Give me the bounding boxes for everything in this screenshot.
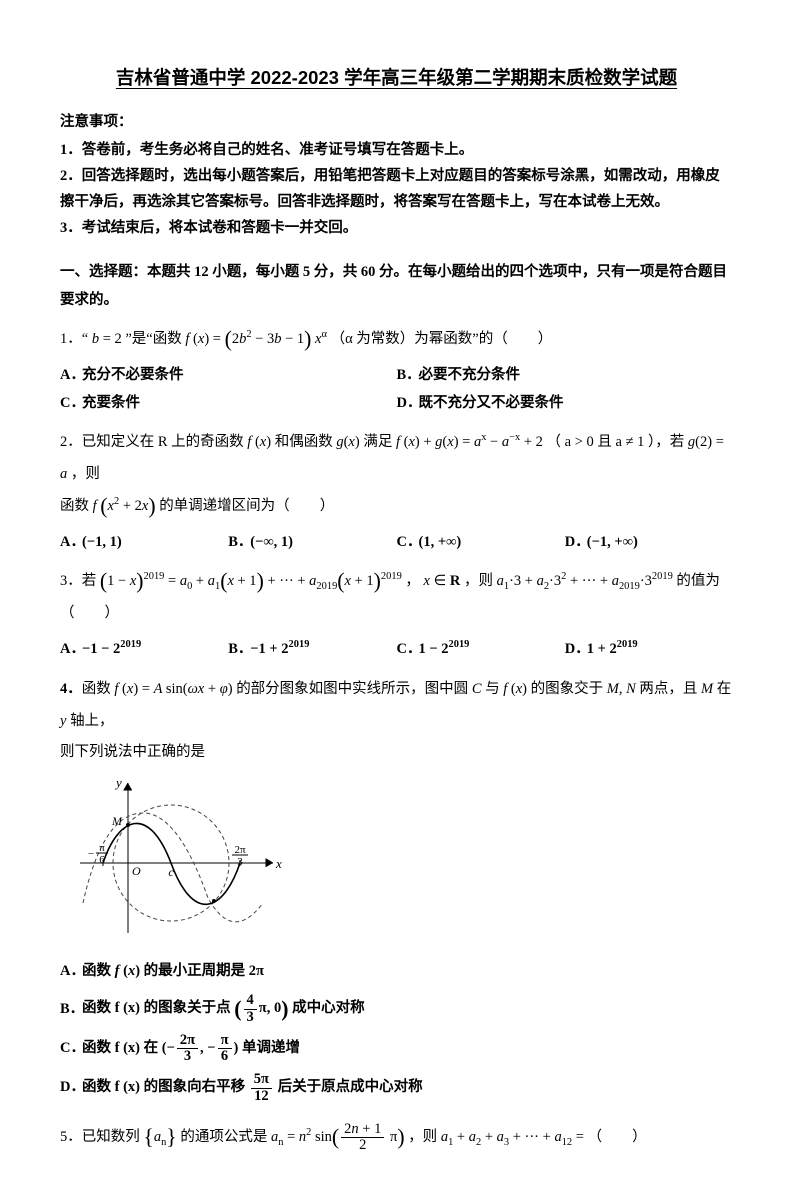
q4-graph: x y O M π 6 − c 2π 3 [68, 773, 733, 952]
question-2: 2．已知定义在 R 上的奇函数 f (x) 和偶函数 g(x) 满足 f (x)… [60, 427, 733, 491]
question-4: 4．函数 f (x) = A sin(ωx + φ) 的部分图象如图中实线所示，… [60, 674, 733, 738]
option-b: B．函数 f (x) 的图象关于点 (43π, 0) 成中心对称 [60, 993, 733, 1024]
option-a: A．充分不必要条件 [60, 362, 397, 390]
option-a: A．−1 − 22019 [60, 636, 228, 664]
tick-c-label: c [168, 865, 174, 879]
option-d: D．函数 f (x) 的图象向右平移 5π12 后关于原点成中心对称 [60, 1072, 733, 1103]
point-m-label: M [111, 814, 123, 828]
solid-sine [103, 824, 240, 905]
x-axis-label: x [275, 856, 282, 871]
option-c: C．(1, +∞) [397, 529, 565, 557]
q1-math: b = 2 [92, 331, 122, 347]
notice-heading: 注意事项： [60, 109, 733, 137]
option-b: B．(−∞, 1) [228, 529, 396, 557]
q1-text: ） [538, 331, 553, 347]
notice-item: 2．回答选择题时，选出每小题答案后，用铅笔把答题卡上对应题目的答案标号涂黑，如需… [60, 163, 733, 215]
svg-text:6: 6 [99, 854, 105, 866]
q3-options: A．−1 − 22019 B．−1 + 22019 C．1 − 22019 D．… [60, 636, 733, 664]
option-b: B．必要不充分条件 [397, 362, 734, 390]
q1-text: ”是“函数 [125, 331, 181, 347]
option-c: C．1 − 22019 [397, 636, 565, 664]
notice-item: 3．考试结束后，将本试卷和答题卡一并交回。 [60, 215, 733, 241]
option-d: D．(−1, +∞) [565, 529, 733, 557]
q4-options: A．函数 f (x) 的最小正周期是 2π B．函数 f (x) 的图象关于点 … [60, 958, 733, 1112]
q1-math: f (x) = (2b2 − 3b − 1) xα [185, 331, 327, 347]
svg-text:2π: 2π [234, 844, 246, 856]
q1-text: 1．“ [60, 331, 88, 347]
notice-item: 1．答卷前，考生务必将自己的姓名、准考证号填写在答题卡上。 [60, 137, 733, 163]
option-c: C．函数 f (x) 在 (−2π3, −π6) 单调递增 [60, 1033, 733, 1064]
origin-label: O [132, 864, 141, 878]
option-d: D．既不充分又不必要条件 [397, 390, 734, 418]
y-axis-label: y [114, 775, 122, 790]
page-title: 吉林省普通中学 2022-2023 学年高三年级第二学期期末质检数学试题 [60, 60, 733, 95]
question-4-line2: 则下列说法中正确的是 [60, 737, 733, 769]
q1-text: （α 为常数）为幂函数”的（ [331, 331, 508, 347]
q1-options: A．充分不必要条件 B．必要不充分条件 C．充要条件 D．既不充分又不必要条件 [60, 362, 733, 417]
question-5: 5．已知数列 {an} 的通项公式是 an = n2 sin(2n + 12 π… [60, 1122, 733, 1154]
option-a: A．(−1, 1) [60, 529, 228, 557]
svg-text:−: − [88, 848, 94, 860]
option-d: D．1 + 22019 [565, 636, 733, 664]
q2-options: A．(−1, 1) B．(−∞, 1) C．(1, +∞) D．(−1, +∞) [60, 529, 733, 557]
question-3: 3．若 (1 − x)2019 = a0 + a1(x + 1) + ··· +… [60, 566, 733, 630]
sine-graph-svg: x y O M π 6 − c 2π 3 [68, 773, 283, 941]
section-heading: 一、选择题：本题共 12 小题，每小题 5 分，共 60 分。在每小题给出的四个… [60, 259, 733, 314]
option-c: C．充要条件 [60, 390, 397, 418]
option-a: A．函数 f (x) 的最小正周期是 2π [60, 958, 733, 986]
question-1: 1．“ b = 2 ”是“函数 f (x) = (2b2 − 3b − 1) x… [60, 324, 733, 356]
question-2-line2: 函数 f (x2 + 2x) 的单调递增区间为（） [60, 491, 733, 523]
option-b: B．−1 + 22019 [228, 636, 396, 664]
svg-text:π: π [99, 842, 105, 854]
